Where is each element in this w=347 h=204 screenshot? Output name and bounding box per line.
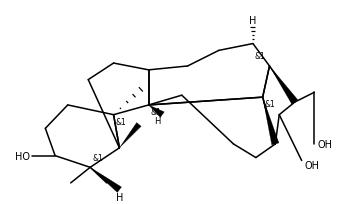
Polygon shape xyxy=(90,167,121,193)
Text: OH: OH xyxy=(305,161,320,171)
Polygon shape xyxy=(263,98,279,145)
Polygon shape xyxy=(149,105,164,118)
Text: H: H xyxy=(154,116,160,125)
Text: &1: &1 xyxy=(116,117,126,126)
Text: H: H xyxy=(116,192,123,202)
Text: &1: &1 xyxy=(255,52,265,61)
Text: HO: HO xyxy=(15,151,30,161)
Text: OH: OH xyxy=(317,139,332,149)
Text: &1: &1 xyxy=(265,100,276,109)
Text: &1: &1 xyxy=(92,154,103,163)
Polygon shape xyxy=(270,67,298,105)
Text: H: H xyxy=(249,16,257,26)
Text: &1: &1 xyxy=(151,107,161,116)
Polygon shape xyxy=(119,123,141,148)
